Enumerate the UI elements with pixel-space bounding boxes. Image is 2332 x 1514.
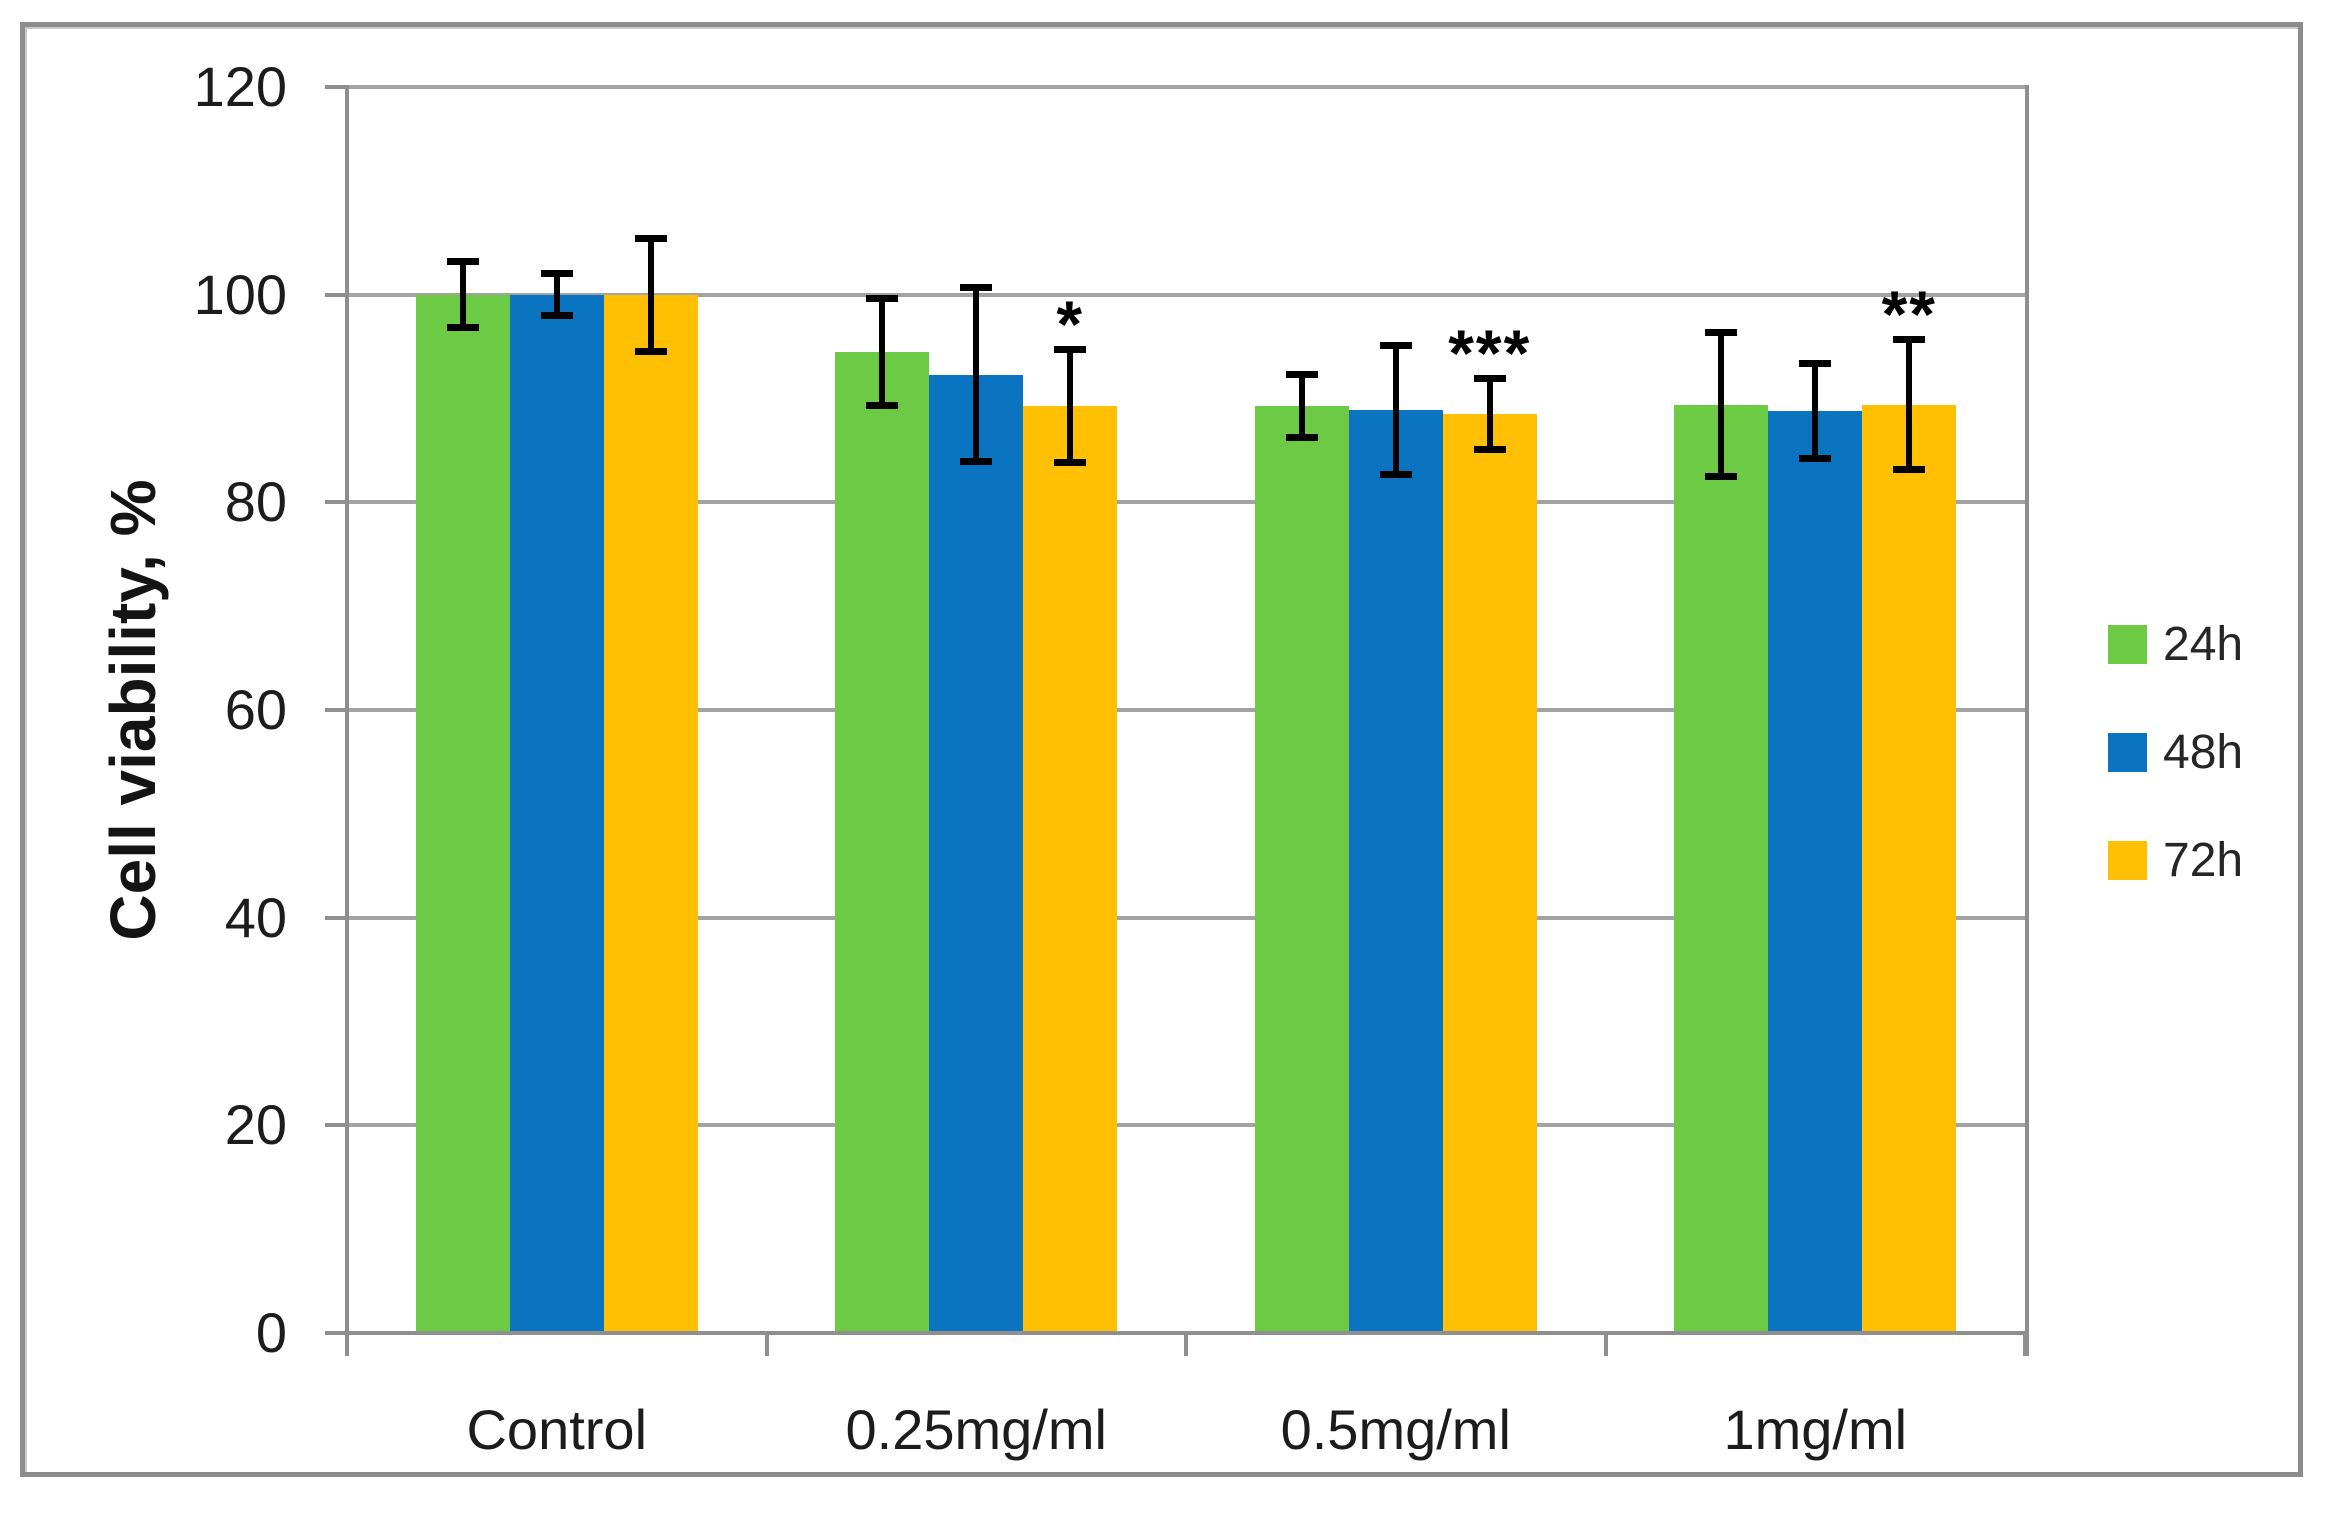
- y-tick-label-0: 0: [255, 1301, 287, 1364]
- x-tick-0: [345, 1333, 349, 1356]
- y-tick-0: [325, 1331, 347, 1335]
- error-cap-top-24h-control: [446, 258, 479, 266]
- error-cap-top-24h-0-5mg-ml: [1285, 370, 1318, 378]
- legend-label-48h: 48h: [2163, 726, 2244, 779]
- error-bar-72h-control: [647, 237, 654, 352]
- error-bar-72h-1mg-ml: [1906, 339, 1913, 471]
- error-cap-top-24h-0-25mg-ml: [866, 294, 899, 302]
- x-category-label-1mg-ml: 1mg/ml: [1723, 1398, 1908, 1461]
- x-category-label-0-5mg-ml: 0.5mg/ml: [1280, 1398, 1511, 1461]
- error-cap-top-48h-control: [540, 269, 573, 277]
- error-bar-48h-control: [553, 272, 560, 317]
- legend-swatch-24h: [2108, 625, 2147, 664]
- error-bar-24h-control: [459, 261, 466, 328]
- error-cap-top-72h-1mg-ml: [1893, 336, 1926, 344]
- x-tick-3: [1603, 1333, 1608, 1356]
- y-axis-title: Cell viability, %: [97, 479, 169, 941]
- legend-swatch-72h: [2108, 841, 2147, 880]
- y-tick-label-60: 60: [224, 678, 287, 741]
- gridline-20: [347, 1123, 2025, 1128]
- error-cap-bottom-48h-0-25mg-ml: [960, 457, 993, 465]
- gridline-100: [347, 292, 2025, 297]
- error-cap-bottom-24h-control: [446, 323, 479, 331]
- significance-annotation-0-25mg-ml: *: [1056, 286, 1085, 361]
- y-tick-60: [325, 708, 347, 712]
- error-cap-top-24h-1mg-ml: [1705, 329, 1738, 337]
- significance-annotation-1mg-ml: **: [1881, 277, 1937, 352]
- bar-48h-0-5mg-ml: [1348, 409, 1443, 1333]
- x-tick-2: [1184, 1333, 1188, 1356]
- error-cap-bottom-24h-1mg-ml: [1705, 473, 1738, 481]
- bar-24h-control: [415, 294, 510, 1333]
- error-cap-bottom-72h-1mg-ml: [1893, 466, 1926, 474]
- y-tick-label-20: 20: [224, 1093, 287, 1157]
- error-bar-24h-0-5mg-ml: [1298, 373, 1305, 438]
- y-tick-label-120: 120: [193, 55, 287, 118]
- y-tick-80: [325, 500, 347, 505]
- bar-48h-1mg-ml: [1768, 410, 1863, 1333]
- error-cap-top-48h-1mg-ml: [1799, 360, 1832, 368]
- y-tick-20: [325, 1123, 347, 1128]
- bar-72h-0-25mg-ml: [1023, 405, 1118, 1333]
- error-cap-top-72h-0-5mg-ml: [1473, 374, 1506, 382]
- bar-72h-0-5mg-ml: [1442, 414, 1537, 1333]
- error-bar-24h-0-25mg-ml: [879, 297, 886, 406]
- y-tick-40: [325, 915, 347, 920]
- error-cap-bottom-24h-0-25mg-ml: [866, 401, 899, 409]
- error-bar-72h-0-25mg-ml: [1067, 348, 1074, 463]
- error-cap-bottom-72h-control: [634, 347, 667, 355]
- error-cap-top-48h-0-25mg-ml: [960, 284, 993, 292]
- error-cap-bottom-48h-1mg-ml: [1799, 454, 1832, 462]
- error-cap-bottom-48h-0-5mg-ml: [1379, 471, 1412, 479]
- bar-24h-1mg-ml: [1674, 404, 1769, 1333]
- gridline-60: [347, 708, 2025, 712]
- legend-item-48h: 48h: [2108, 726, 2244, 779]
- legend-item-72h: 72h: [2108, 834, 2244, 887]
- error-bar-24h-1mg-ml: [1718, 332, 1725, 478]
- error-cap-top-48h-0-5mg-ml: [1379, 341, 1412, 349]
- legend-item-24h: 24h: [2108, 618, 2244, 671]
- bar-72h-control: [603, 294, 698, 1333]
- plot-right-border: [2025, 85, 2029, 1356]
- error-cap-bottom-72h-0-5mg-ml: [1473, 446, 1506, 454]
- error-bar-72h-0-5mg-ml: [1486, 377, 1493, 451]
- y-axis-line: [345, 85, 349, 1356]
- error-bar-48h-0-5mg-ml: [1392, 344, 1399, 476]
- error-cap-bottom-48h-control: [540, 312, 573, 320]
- legend-label-72h: 72h: [2163, 834, 2244, 887]
- x-category-label-0-25mg-ml: 0.25mg/ml: [845, 1398, 1107, 1461]
- y-tick-100: [325, 292, 347, 297]
- x-tick-1: [764, 1333, 769, 1356]
- legend-label-24h: 24h: [2163, 618, 2244, 671]
- significance-annotation-0-5mg-ml: ***: [1448, 315, 1532, 390]
- chart-outer-border: [20, 22, 2303, 1477]
- bar-48h-0-25mg-ml: [929, 374, 1024, 1333]
- gridline-40: [347, 915, 2025, 920]
- gridline-80: [347, 500, 2025, 505]
- bar-48h-control: [509, 294, 604, 1333]
- legend-swatch-48h: [2108, 733, 2147, 772]
- y-tick-label-40: 40: [224, 885, 287, 949]
- gridline-120: [347, 85, 2025, 89]
- y-tick-label-80: 80: [224, 470, 287, 534]
- bar-72h-1mg-ml: [1862, 404, 1957, 1333]
- error-cap-bottom-24h-0-5mg-ml: [1285, 433, 1318, 441]
- bar-24h-0-25mg-ml: [835, 351, 930, 1333]
- x-category-label-control: Control: [466, 1398, 648, 1461]
- x-tick-4: [2023, 1333, 2027, 1356]
- error-bar-48h-0-25mg-ml: [973, 287, 980, 462]
- bar-24h-0-5mg-ml: [1254, 405, 1349, 1333]
- error-cap-bottom-72h-0-25mg-ml: [1054, 458, 1087, 466]
- error-cap-top-72h-0-25mg-ml: [1054, 345, 1087, 353]
- y-tick-label-100: 100: [193, 262, 287, 326]
- legend: 24h 48h 72h: [2108, 618, 2244, 949]
- error-bar-48h-1mg-ml: [1812, 363, 1819, 459]
- y-tick-120: [325, 85, 347, 89]
- error-cap-top-72h-control: [634, 234, 667, 242]
